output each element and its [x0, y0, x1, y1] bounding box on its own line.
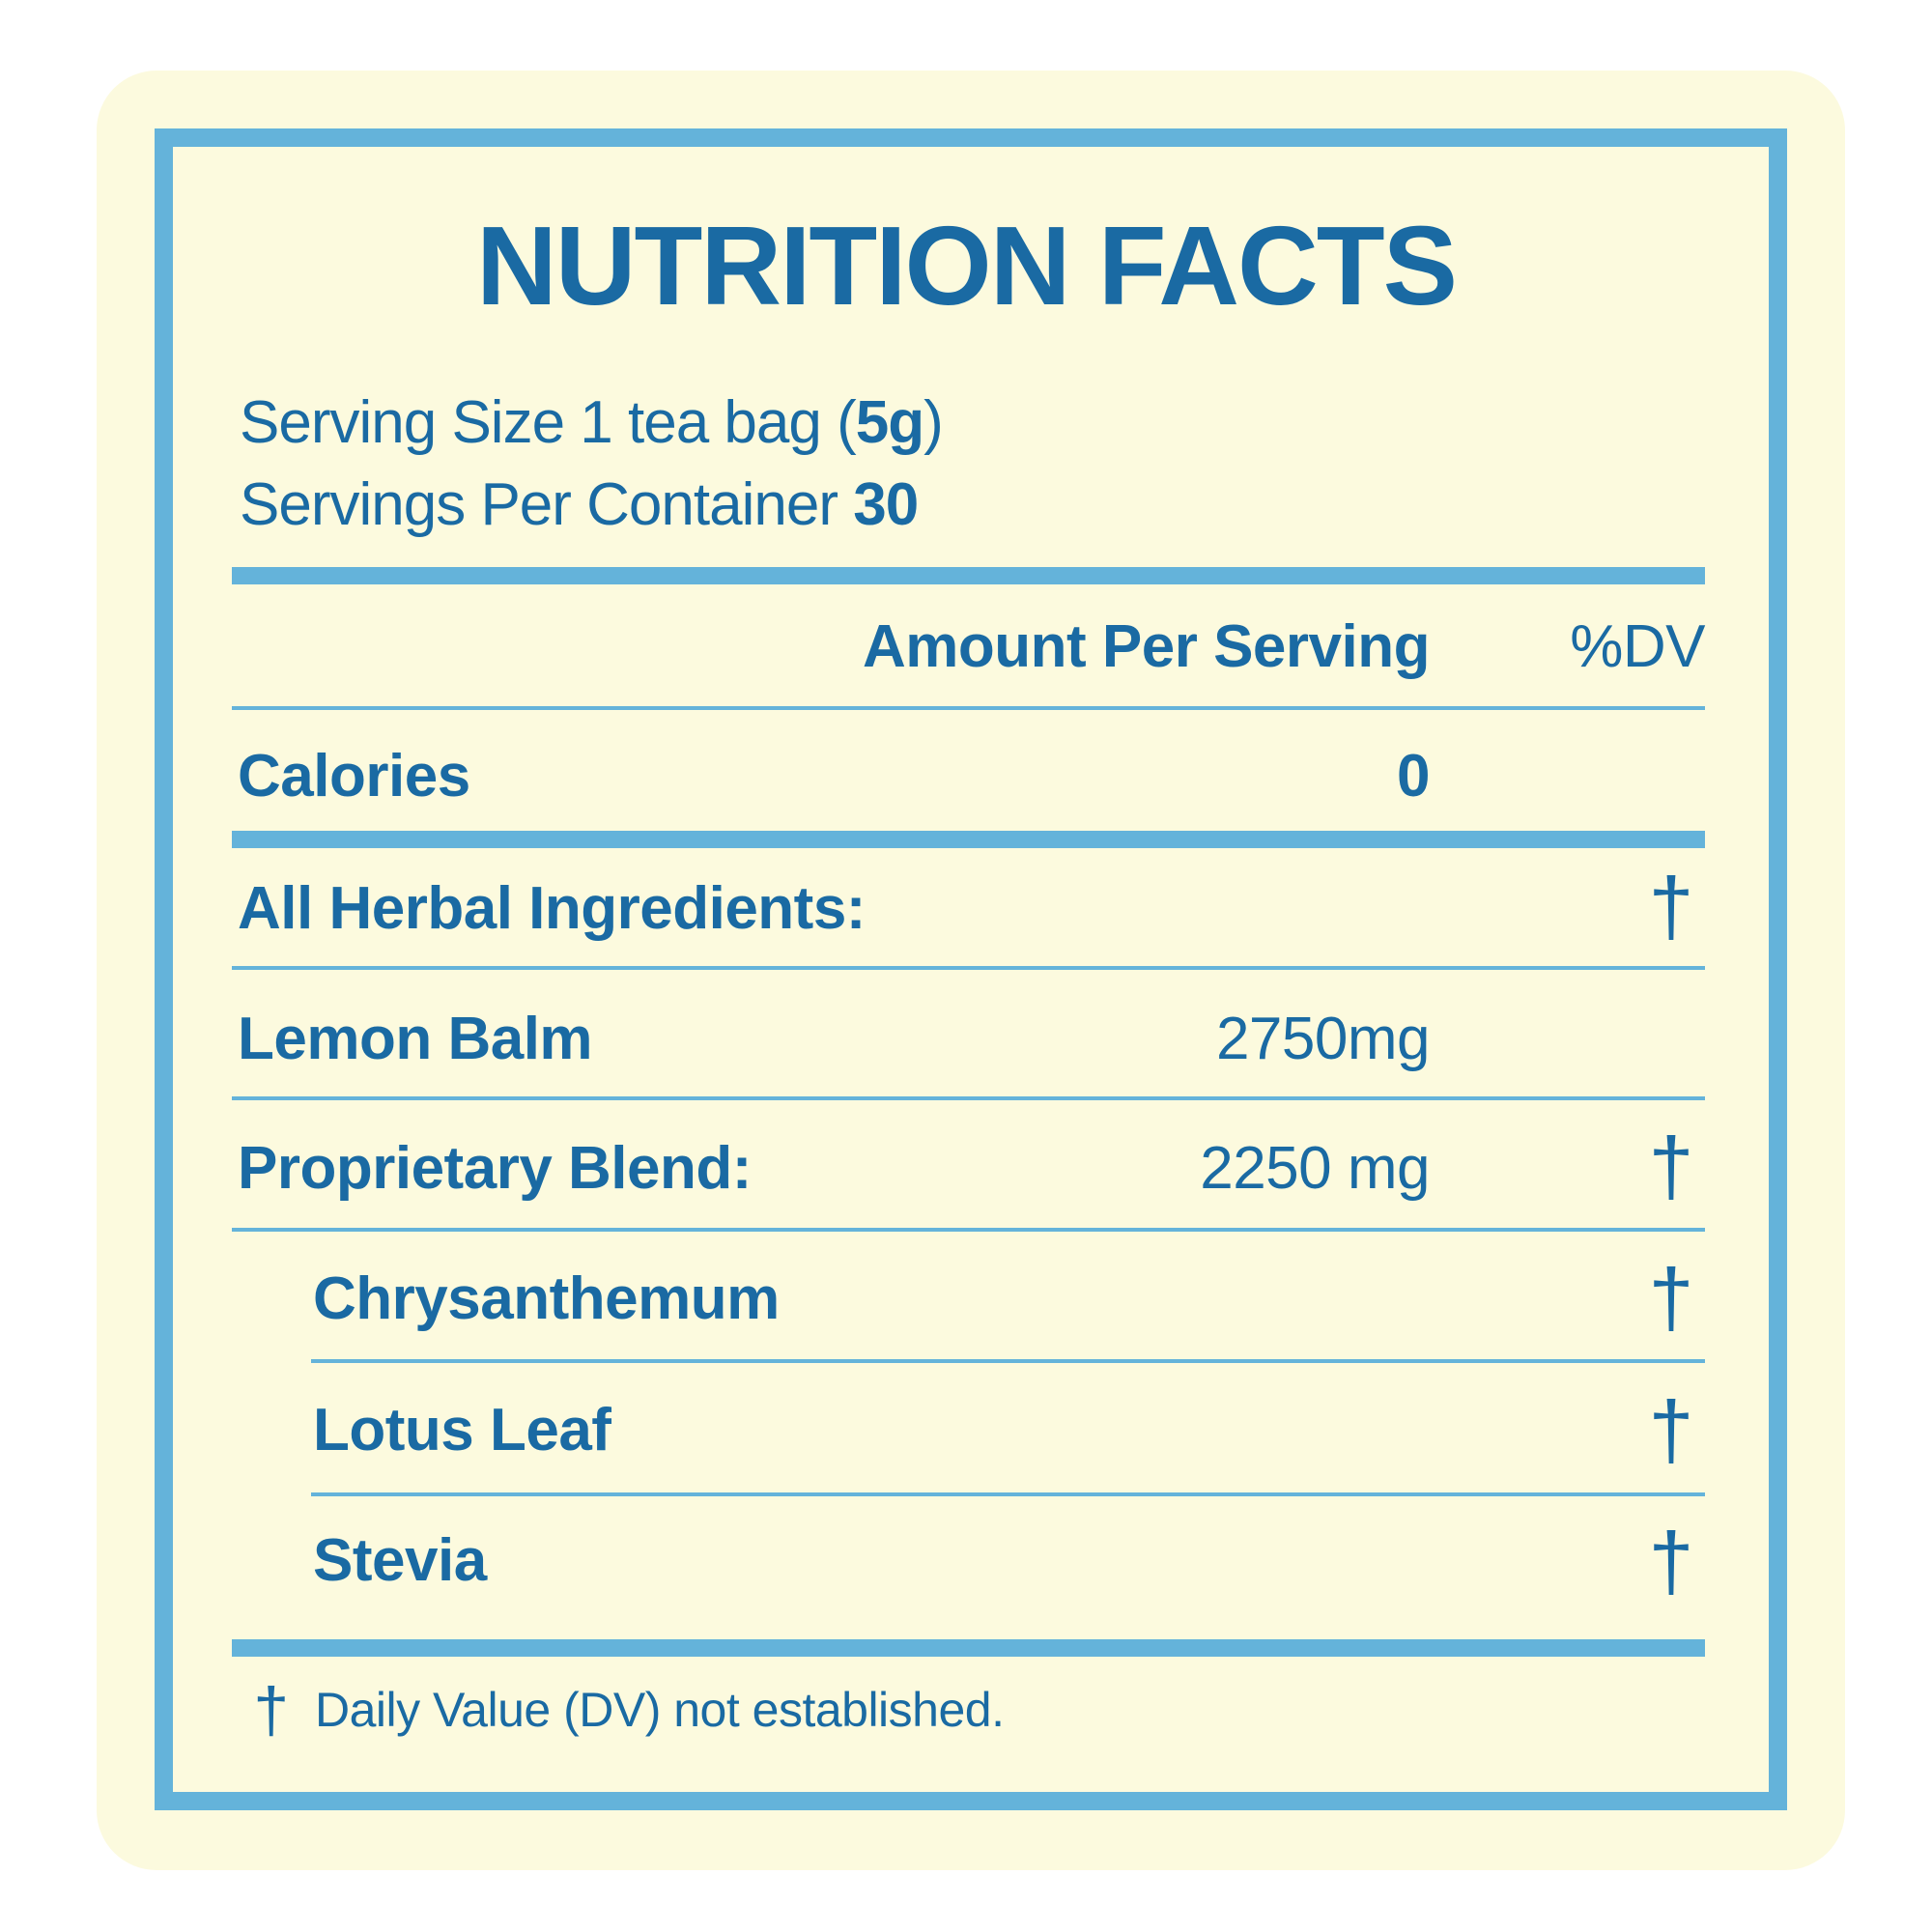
divider-thin — [232, 966, 1705, 970]
row-calories-name: Calories — [238, 743, 470, 810]
row-lemon-balm-amount: 2750mg — [1215, 1006, 1431, 1072]
dv-header: %DV — [1570, 613, 1705, 680]
serving-size-value: 5g — [855, 389, 924, 456]
divider-thin — [232, 1096, 1705, 1100]
serving-size-label: Serving Size 1 tea bag ( — [240, 389, 857, 456]
servings-per-container-label: Servings Per Container — [240, 471, 854, 538]
serving-size-suffix: ) — [923, 389, 944, 456]
row-chrysanthemum-name: Chrysanthemum — [313, 1265, 780, 1332]
amount-per-serving-header: Amount Per Serving — [863, 613, 1431, 680]
divider-thick-top — [232, 567, 1705, 584]
footnote-text: Daily Value (DV) not established. — [315, 1683, 1005, 1737]
label-frame — [155, 128, 1787, 1810]
serving-size: Serving Size 1 tea bag (5g) — [240, 384, 944, 462]
row-stevia-name: Stevia — [313, 1527, 487, 1594]
divider-thin-indented — [311, 1359, 1705, 1363]
row-lotus-leaf-dv: † — [1648, 1384, 1694, 1475]
servings-per-container-value: 30 — [853, 471, 919, 538]
row-lotus-leaf-name: Lotus Leaf — [313, 1397, 611, 1463]
row-all-herbal-dv: † — [1648, 861, 1694, 952]
row-all-herbal-name: All Herbal Ingredients: — [238, 875, 866, 942]
divider-thin-indented — [311, 1492, 1705, 1496]
label-background — [97, 71, 1845, 1870]
row-chrysanthemum-dv: † — [1648, 1252, 1694, 1343]
row-proprietary-blend-name: Proprietary Blend: — [238, 1135, 752, 1202]
row-calories-amount: 0 — [1397, 743, 1430, 810]
row-lemon-balm-name: Lemon Balm — [238, 1006, 593, 1072]
divider-thin — [232, 706, 1705, 710]
footnote-dagger: † — [253, 1674, 289, 1746]
divider-thick-middle — [232, 831, 1705, 848]
row-proprietary-blend-dv: † — [1648, 1121, 1694, 1211]
row-stevia-dv: † — [1648, 1516, 1694, 1606]
divider-thin — [232, 1228, 1705, 1232]
row-proprietary-blend-amount: 2250 mg — [1200, 1135, 1430, 1202]
divider-thick-bottom — [232, 1639, 1705, 1657]
nutrition-facts-title: NUTRITION FACTS — [476, 203, 1458, 328]
servings-per-container: Servings Per Container 30 — [240, 467, 919, 544]
footnote: † Daily Value (DV) not established. — [244, 1674, 1005, 1746]
